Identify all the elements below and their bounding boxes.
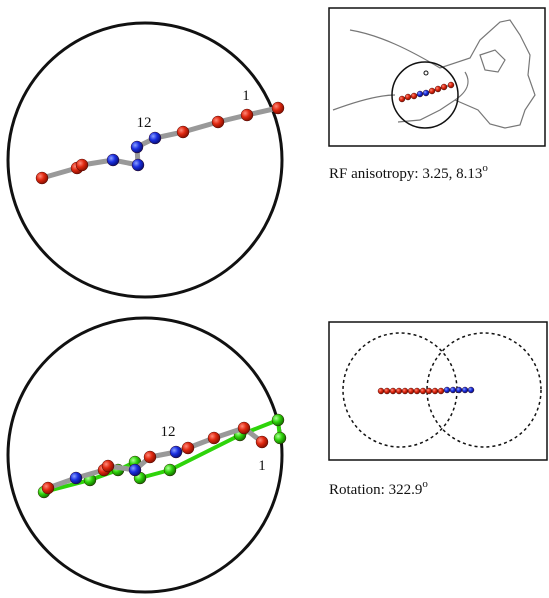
bead bbox=[443, 386, 451, 394]
bead bbox=[437, 387, 445, 395]
inset-box bbox=[328, 321, 548, 461]
bead bbox=[176, 125, 190, 139]
bead bbox=[69, 471, 83, 485]
caption-superscript: o bbox=[482, 162, 488, 174]
bead bbox=[271, 413, 285, 427]
bead bbox=[440, 83, 448, 91]
bead bbox=[455, 386, 463, 394]
node-label: 1 bbox=[258, 458, 266, 474]
rod bbox=[168, 433, 242, 472]
node-label: 12 bbox=[137, 115, 152, 131]
inset-rf-circle bbox=[391, 61, 459, 129]
bead bbox=[101, 459, 115, 473]
node-label: 1 bbox=[242, 88, 250, 104]
caption-text: Rotation: 322.9 bbox=[329, 482, 422, 498]
bead bbox=[273, 431, 287, 445]
receptive-field-circle bbox=[6, 316, 284, 594]
inset-box bbox=[328, 7, 546, 147]
bead bbox=[181, 441, 195, 455]
bead bbox=[211, 115, 225, 129]
cell-outline bbox=[479, 49, 506, 73]
bead bbox=[401, 387, 409, 395]
bead bbox=[163, 463, 177, 477]
bead bbox=[207, 431, 221, 445]
bead bbox=[398, 95, 406, 103]
bead bbox=[106, 153, 120, 167]
bead bbox=[377, 387, 385, 395]
bead bbox=[75, 158, 89, 172]
bead bbox=[428, 87, 436, 95]
inset-rf-circle bbox=[426, 332, 542, 448]
caption-text: RF anisotropy: 3.25, 8.13 bbox=[329, 166, 482, 182]
bead bbox=[434, 85, 442, 93]
bead bbox=[413, 387, 421, 395]
bead bbox=[410, 92, 418, 100]
caption-superscript: o bbox=[422, 478, 428, 490]
cell-outline bbox=[332, 19, 536, 129]
bead bbox=[237, 421, 251, 435]
caption: Rotation: 322.9o bbox=[329, 478, 428, 498]
bead bbox=[240, 108, 254, 122]
bead bbox=[407, 387, 415, 395]
bead bbox=[169, 445, 183, 459]
bead bbox=[389, 387, 397, 395]
bead bbox=[404, 93, 412, 101]
bead bbox=[422, 89, 430, 97]
bead bbox=[416, 90, 424, 98]
caption: RF anisotropy: 3.25, 8.13o bbox=[329, 162, 488, 182]
bead bbox=[461, 386, 469, 394]
bead bbox=[128, 463, 142, 477]
inset-marker bbox=[423, 70, 429, 76]
bead bbox=[41, 481, 55, 495]
bead bbox=[383, 387, 391, 395]
bead bbox=[130, 140, 144, 154]
bead bbox=[271, 101, 285, 115]
bead bbox=[431, 387, 439, 395]
bead bbox=[255, 435, 269, 449]
drawing bbox=[6, 7, 548, 594]
bead bbox=[467, 386, 475, 394]
bead bbox=[143, 450, 157, 464]
bead bbox=[449, 386, 457, 394]
bead bbox=[419, 387, 427, 395]
receptive-field-circle bbox=[6, 21, 284, 299]
bead bbox=[131, 158, 145, 172]
bead bbox=[148, 131, 162, 145]
bead bbox=[395, 387, 403, 395]
bead bbox=[447, 81, 455, 89]
node-label: 12 bbox=[161, 424, 176, 440]
bead bbox=[35, 171, 49, 185]
bead bbox=[425, 387, 433, 395]
